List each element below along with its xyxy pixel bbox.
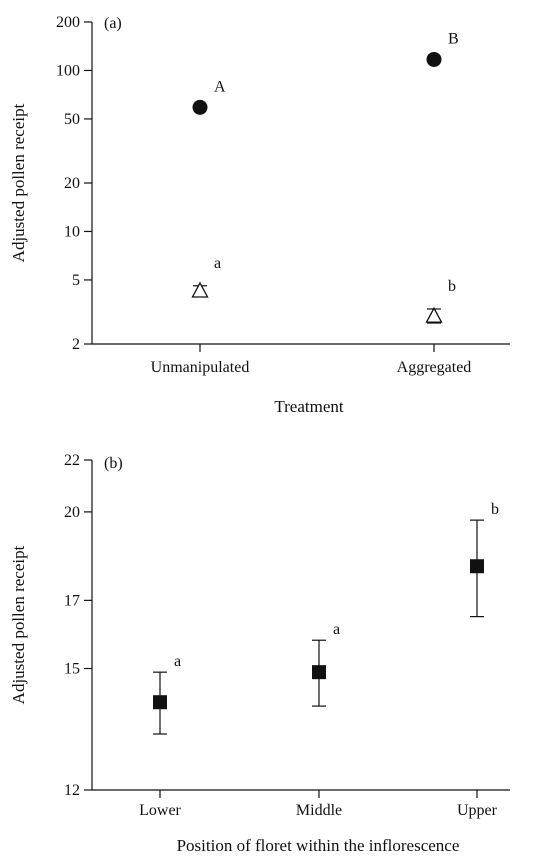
x-tick-label: Unmanipulated xyxy=(151,359,250,376)
significance-letter: b xyxy=(448,278,456,295)
significance-letter: b xyxy=(491,501,499,518)
panel-b: (b) Position of floret within the inflor… xyxy=(9,452,510,855)
y-ticks: 2 5 10 20 50 100 200 xyxy=(56,14,92,353)
y-tick-label: 15 xyxy=(64,661,80,678)
y-tick-label: 100 xyxy=(56,62,80,79)
x-tick-label: Middle xyxy=(296,802,342,819)
y-axis-label: Adjusted pollen receipt xyxy=(9,545,28,704)
x-ticks: Lower Middle Upper xyxy=(139,790,498,819)
y-tick-label: 50 xyxy=(64,111,80,128)
y-tick-label: 22 xyxy=(64,452,80,469)
y-axis-label: Adjusted pollen receipt xyxy=(9,103,28,262)
significance-letter: a xyxy=(214,255,221,272)
data-point xyxy=(425,306,443,323)
panel-a: (a) Treatment Adjusted pollen receipt 2 5… xyxy=(9,14,510,416)
significance-letter: a xyxy=(174,653,181,670)
panel-label: (b) xyxy=(104,455,123,472)
data-point xyxy=(192,99,208,115)
x-tick-label: Upper xyxy=(457,802,498,819)
panel-label: (a) xyxy=(104,15,122,32)
x-tick-label: Aggregated xyxy=(397,359,472,376)
data-point xyxy=(426,51,442,67)
significance-letter: A xyxy=(214,78,226,95)
y-tick-label: 2 xyxy=(72,336,80,353)
data-point xyxy=(153,695,167,710)
y-tick-label: 200 xyxy=(56,14,80,31)
x-axis-label: Position of floret within the infloresce… xyxy=(177,836,460,855)
data-marks: A Ba b xyxy=(191,30,459,324)
y-tick-label: 20 xyxy=(64,504,80,521)
x-ticks: Unmanipulated Aggregated xyxy=(151,344,472,376)
data-point xyxy=(312,665,326,680)
data-point xyxy=(191,281,209,298)
significance-letter: a xyxy=(333,621,340,638)
y-tick-label: 5 xyxy=(72,272,80,289)
data-point xyxy=(470,559,484,574)
y-ticks: 12 15 17 20 22 xyxy=(64,452,92,799)
data-marks: a a b xyxy=(153,501,499,735)
x-tick-label: Lower xyxy=(139,802,181,819)
y-tick-label: 10 xyxy=(64,223,80,240)
y-tick-label: 20 xyxy=(64,175,80,192)
y-tick-label: 17 xyxy=(64,592,80,609)
significance-letter: B xyxy=(448,30,459,47)
y-tick-label: 12 xyxy=(64,782,80,799)
x-axis-label: Treatment xyxy=(274,397,344,416)
